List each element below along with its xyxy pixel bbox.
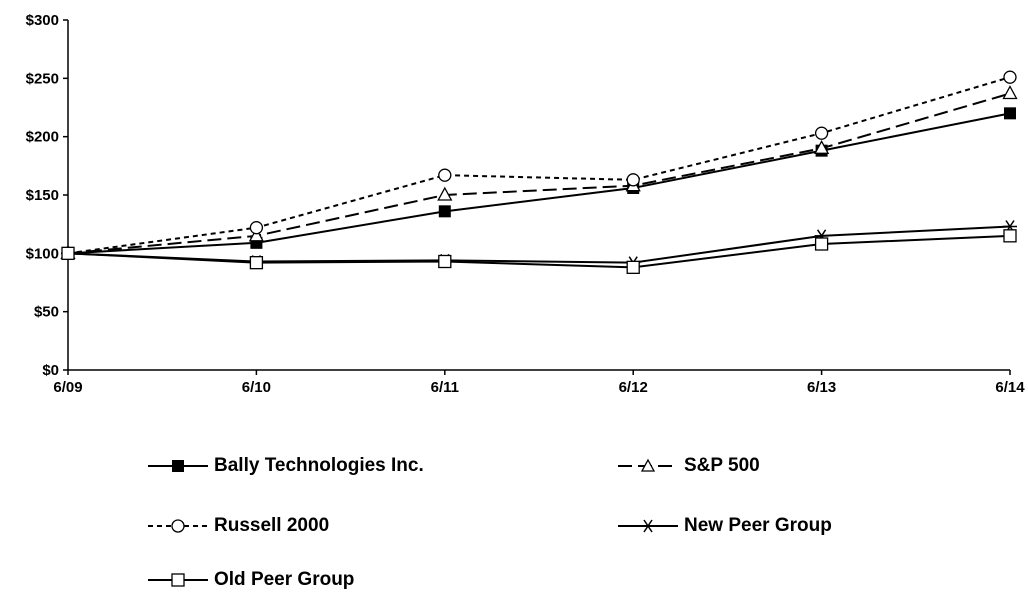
data-point (814, 126, 829, 140)
data-point (437, 186, 453, 201)
y-tick-label: $100 (26, 245, 59, 262)
data-point (1003, 70, 1017, 84)
series-line (67, 234, 1011, 269)
data-point (1004, 107, 1016, 120)
x-tick-label: 6/12 (619, 379, 648, 396)
plot-area (60, 70, 1018, 274)
y-tick-label: $200 (26, 129, 59, 146)
data-point (1003, 229, 1017, 243)
data-point (249, 256, 264, 270)
series-0 (62, 107, 1016, 260)
tick-labels: $0 $50 $100 $150 $200 $250 $300 6/09 6/10 6/11 6/1… (26, 12, 1026, 396)
y-tick-label: $150 (26, 187, 59, 204)
y-tick-label: $300 (26, 12, 59, 29)
data-point (438, 168, 452, 182)
y-tick-label: $0 (42, 362, 59, 379)
y-tick-label: $50 (34, 304, 59, 321)
data-point (626, 260, 640, 274)
data-point (249, 221, 264, 235)
x-tick-label: 6/11 (431, 379, 459, 396)
data-point (814, 139, 830, 154)
series-line (67, 112, 1011, 255)
series-3 (61, 220, 1017, 270)
series-line (67, 92, 1011, 255)
data-point (626, 173, 640, 187)
series-2 (61, 70, 1017, 260)
x-tick-label: 6/14 (995, 379, 1025, 396)
chart-axes (63, 19, 1011, 375)
data-point (438, 205, 451, 218)
series-line (67, 76, 1011, 255)
x-tick-label: 6/13 (807, 379, 836, 396)
data-point (814, 237, 829, 251)
y-tick-label: $250 (26, 70, 59, 87)
data-point (248, 227, 264, 242)
data-point (61, 246, 75, 260)
x-tick-label: 6/09 (53, 379, 82, 396)
data-point (438, 254, 452, 269)
series-4 (61, 229, 1017, 274)
x-tick-label: 6/10 (242, 379, 271, 396)
data-point (1002, 85, 1018, 100)
